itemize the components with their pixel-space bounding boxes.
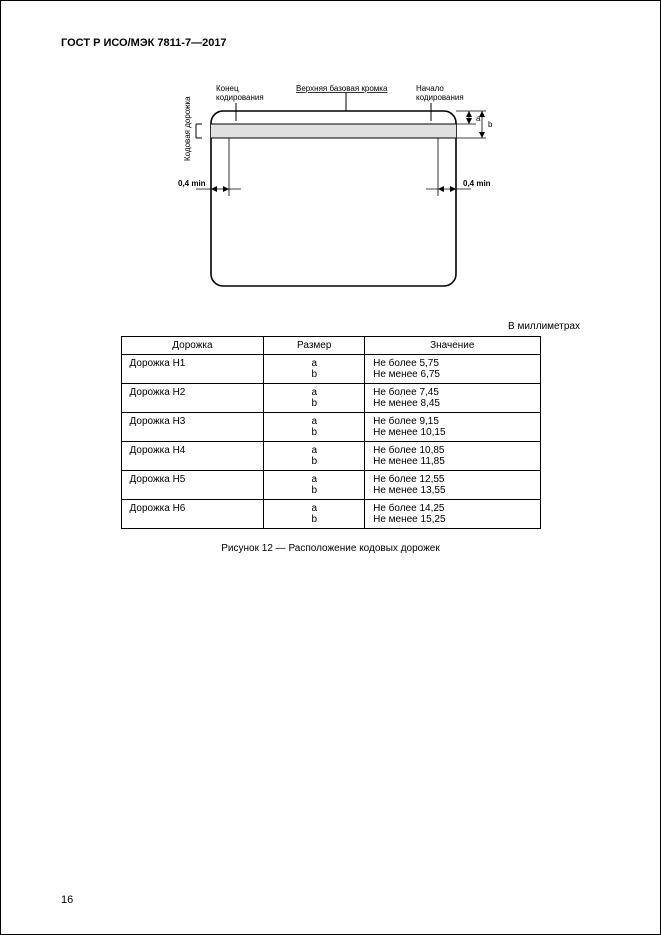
document-standard-title: ГОСТ Р ИСО/МЭК 7811-7—2017 — [61, 37, 600, 49]
size-line: b — [311, 427, 317, 438]
value-line: Не менее 10,15 — [373, 427, 445, 438]
cell-value: Не более 10,85Не менее 11,85 — [365, 442, 540, 471]
diagram-label-end-2: кодирования — [216, 93, 264, 102]
value-line: Не более 9,15 — [373, 416, 439, 427]
value-line: Не более 10,85 — [373, 445, 444, 456]
cell-size: ab — [264, 471, 365, 500]
track-layout-diagram: Кодовая дорожка Конец кодирования Верхня… — [166, 61, 496, 311]
size-line: a — [311, 503, 317, 514]
dim-left-label: 0,4 min — [178, 179, 206, 188]
cell-track: Дорожка H2 — [121, 384, 264, 413]
cell-track: Дорожка H3 — [121, 413, 264, 442]
cell-size: ab — [264, 355, 365, 384]
size-line: b — [311, 456, 317, 467]
cell-track: Дорожка H4 — [121, 442, 264, 471]
cell-size: ab — [264, 500, 365, 529]
table-row: Дорожка H2abНе более 7,45Не менее 8,45 — [121, 384, 540, 413]
cell-track: Дорожка H5 — [121, 471, 264, 500]
cell-value: Не более 5,75Не менее 6,75 — [365, 355, 540, 384]
col-header-size: Размер — [264, 337, 365, 355]
cell-track: Дорожка H6 — [121, 500, 264, 529]
size-line: a — [311, 358, 317, 369]
table-row: Дорожка H1abНе более 5,75Не менее 6,75 — [121, 355, 540, 384]
value-line: Не менее 11,85 — [373, 456, 445, 467]
units-note: В миллиметрах — [61, 321, 580, 332]
value-line: Не менее 6,75 — [373, 369, 440, 380]
document-page: ГОСТ Р ИСО/МЭК 7811-7—2017 Кодовая дорож… — [0, 0, 661, 935]
size-line: a — [311, 387, 317, 398]
value-line: Не более 7,45 — [373, 387, 439, 398]
diagram-label-start-1: Начало — [416, 84, 444, 93]
page-number: 16 — [61, 894, 73, 906]
diagram-label-top-edge: Верхняя базовая кромка — [296, 84, 388, 93]
col-header-track: Дорожка — [121, 337, 264, 355]
size-line: b — [311, 398, 317, 409]
cell-track: Дорожка H1 — [121, 355, 264, 384]
diagram-vertical-label: Кодовая дорожка — [183, 96, 192, 161]
tracks-table: Дорожка Размер Значение Дорожка H1abНе б… — [121, 336, 541, 529]
table-row: Дорожка H3abНе более 9,15Не менее 10,15 — [121, 413, 540, 442]
cell-value: Не более 14,25Не менее 15,25 — [365, 500, 540, 529]
cell-value: Не более 7,45Не менее 8,45 — [365, 384, 540, 413]
value-line: Не более 14,25 — [373, 503, 444, 514]
value-line: Не менее 13,55 — [373, 485, 445, 496]
figure-caption: Рисунок 12 — Расположение кодовых дороже… — [61, 543, 600, 554]
cell-value: Не более 12,55Не менее 13,55 — [365, 471, 540, 500]
table-row: Дорожка H6abНе более 14,25Не менее 15,25 — [121, 500, 540, 529]
value-line: Не более 12,55 — [373, 474, 444, 485]
size-line: b — [311, 514, 317, 525]
track-band — [211, 124, 456, 138]
size-line: b — [311, 369, 317, 380]
value-line: Не менее 15,25 — [373, 514, 445, 525]
value-line: Не менее 8,45 — [373, 398, 440, 409]
value-line: Не более 5,75 — [373, 358, 439, 369]
table-row: Дорожка H4abНе более 10,85Не менее 11,85 — [121, 442, 540, 471]
col-header-value: Значение — [365, 337, 540, 355]
cell-size: ab — [264, 384, 365, 413]
size-line: a — [311, 416, 317, 427]
cell-size: ab — [264, 442, 365, 471]
diagram-label-end-1: Конец — [216, 84, 239, 93]
table-header-row: Дорожка Размер Значение — [121, 337, 540, 355]
size-line: a — [311, 474, 317, 485]
diagram-label-start-2: кодирования — [416, 93, 464, 102]
table-row: Дорожка H5abНе более 12,55Не менее 13,55 — [121, 471, 540, 500]
cell-size: ab — [264, 413, 365, 442]
dim-b-label: b — [488, 120, 493, 129]
size-line: a — [311, 445, 317, 456]
cell-value: Не более 9,15Не менее 10,15 — [365, 413, 540, 442]
dim-right-label: 0,4 min — [463, 179, 491, 188]
size-line: b — [311, 485, 317, 496]
